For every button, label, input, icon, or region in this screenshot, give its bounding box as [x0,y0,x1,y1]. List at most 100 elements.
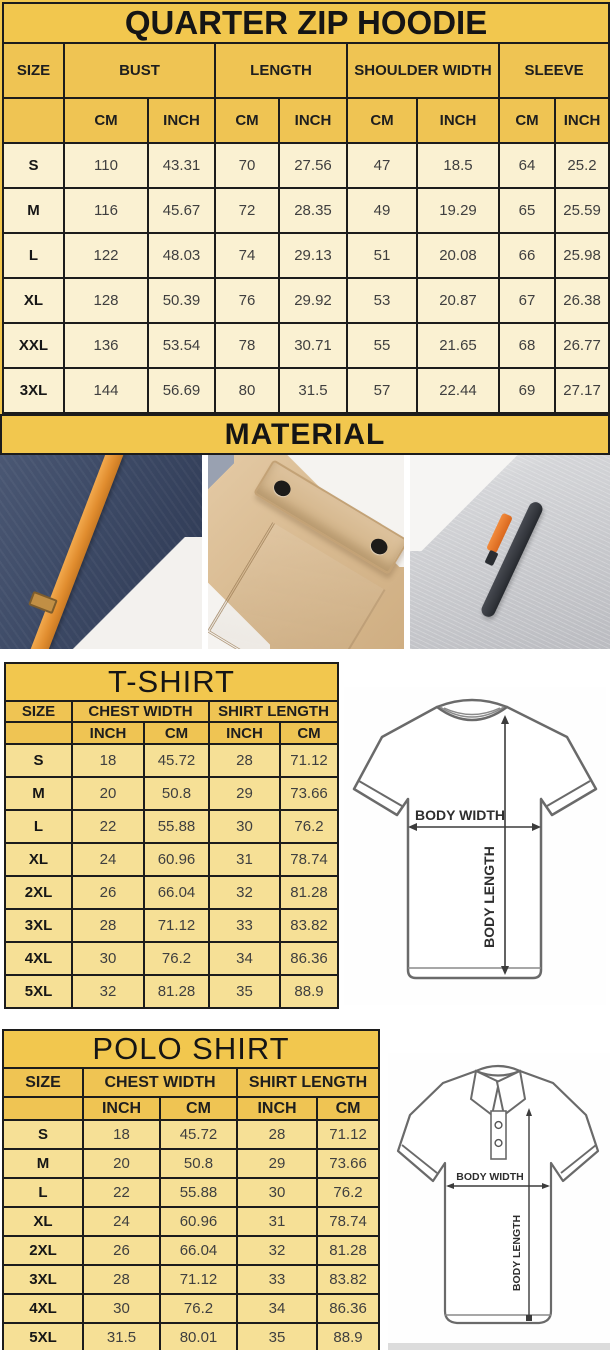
value-cell: 60.96 [159,1206,238,1237]
value-cell: 27.56 [278,142,348,189]
value-cell: 30.71 [278,322,348,369]
value-cell: 76.2 [143,941,210,976]
col-header-sleeve: SLEEVE [497,42,610,99]
value-cell: 50.39 [147,277,216,324]
empty-cell [2,97,65,144]
value-cell: 28 [208,743,281,778]
table-row: XL 24 60.96 31 78.74 [2,1206,381,1237]
tshirt-size-chart: T-SHIRT SIZE CHEST WIDTH SHIRT LENGTH IN… [3,662,340,1009]
value-cell: 65 [498,187,556,234]
value-cell: 28 [71,908,145,943]
value-cell: 49 [346,187,418,234]
value-cell: 72 [214,187,280,234]
value-cell: 55.88 [143,809,210,844]
table-unit-row: CM INCH CM INCH CM INCH CM INCH [2,97,610,144]
size-cell: L [2,232,65,279]
unit-cell: CM [63,97,149,144]
value-cell: 81.28 [143,974,210,1009]
value-cell: 47 [346,142,418,189]
value-cell: 64 [498,142,556,189]
value-cell: 53 [346,277,418,324]
value-cell: 71.12 [143,908,210,943]
size-cell: 2XL [4,875,73,910]
empty-cell [2,1096,84,1121]
value-cell: 80.01 [159,1322,238,1350]
snap-button [368,535,391,558]
unit-cell: INCH [147,97,216,144]
value-cell: 81.28 [278,875,340,910]
value-cell: 60.96 [143,842,210,877]
unit-cell: INCH [278,97,348,144]
size-cell: S [2,142,65,189]
value-cell: 67 [498,277,556,324]
table-title-row: T-SHIRT [3,662,340,702]
table-row: M 116 45.67 72 28.35 49 19.29 65 25.59 [2,187,610,234]
value-cell: 30 [71,941,145,976]
value-cell: 71.12 [278,743,340,778]
table-row: 5XL 31.5 80.01 35 88.9 [2,1322,381,1350]
value-cell: 31.5 [278,367,348,414]
value-cell: 74 [214,232,280,279]
col-header-size: SIZE [2,42,65,99]
size-cell: S [4,743,73,778]
value-cell: 73.66 [315,1148,381,1179]
material-photo-navy-drawstring [0,455,202,649]
table-row: 3XL 28 71.12 33 83.82 [4,908,340,943]
value-cell: 29 [208,776,281,811]
value-cell: 136 [63,322,149,369]
size-cell: 5XL [4,974,73,1009]
material-photo-gray-zipper [410,455,610,649]
tshirt-measurement-diagram: BODY WIDTH BODY LENGTH [344,687,606,1005]
table-row: 5XL 32 81.28 35 88.9 [4,974,340,1009]
table-title-row: POLO SHIRT [1,1029,381,1069]
snap-button [271,477,294,500]
size-cell: XL [2,1206,84,1237]
value-cell: 69 [498,367,556,414]
table-header-row: SIZE BUST LENGTH SHOULDER WIDTH SLEEVE [2,42,610,99]
photo-background-corner [410,455,528,551]
value-cell: 83.82 [278,908,340,943]
value-cell: 20.87 [416,277,500,324]
size-cell: M [2,187,65,234]
value-cell: 28.35 [278,187,348,234]
table-row: 2XL 26 66.04 32 81.28 [2,1235,381,1266]
value-cell: 45.67 [147,187,216,234]
polo-measurement-diagram: BODY WIDTH BODY LENGTH [388,1053,610,1345]
value-cell: 70 [214,142,280,189]
size-cell: XL [2,277,65,324]
size-cell: 3XL [2,367,65,414]
value-cell: 28 [236,1119,318,1150]
value-cell: 25.59 [553,187,610,234]
table-row: XXL 136 53.54 78 30.71 55 21.65 68 26.77 [2,322,610,369]
tshirt-title: T-SHIRT [3,662,340,702]
material-photos [0,455,610,649]
col-header-size: SIZE [2,1067,84,1098]
value-cell: 25.2 [553,142,610,189]
value-cell: 78.74 [278,842,340,877]
value-cell: 18 [71,743,145,778]
size-cell: 4XL [4,941,73,976]
table-unit-row: INCH CM INCH CM [2,1096,381,1121]
size-cell: 4XL [2,1293,84,1324]
unit-cell: INCH [416,97,500,144]
value-cell: 24 [82,1206,161,1237]
value-cell: 71.12 [315,1119,381,1150]
size-cell: S [2,1119,84,1150]
unit-cell: CM [143,721,210,745]
value-cell: 78.74 [315,1206,381,1237]
unit-cell: CM [159,1096,238,1121]
hoodie-size-chart: QUARTER ZIP HOODIE SIZE BUST LENGTH SHOU… [0,0,610,414]
table-row: S 110 43.31 70 27.56 47 18.5 64 25.2 [2,142,610,189]
polo-size-chart: POLO SHIRT SIZE CHEST WIDTH SHIRT LENGTH… [1,1029,381,1350]
size-cell: 2XL [2,1235,84,1266]
unit-cell: CM [278,721,340,745]
empty-cell [4,721,73,745]
size-cell: L [4,809,73,844]
value-cell: 32 [208,875,281,910]
value-cell: 81.28 [315,1235,381,1266]
table-row: 3XL 28 71.12 33 83.82 [2,1264,381,1295]
value-cell: 18.5 [416,142,500,189]
value-cell: 31.5 [82,1322,161,1350]
value-cell: 55.88 [159,1177,238,1208]
value-cell: 26 [82,1235,161,1266]
